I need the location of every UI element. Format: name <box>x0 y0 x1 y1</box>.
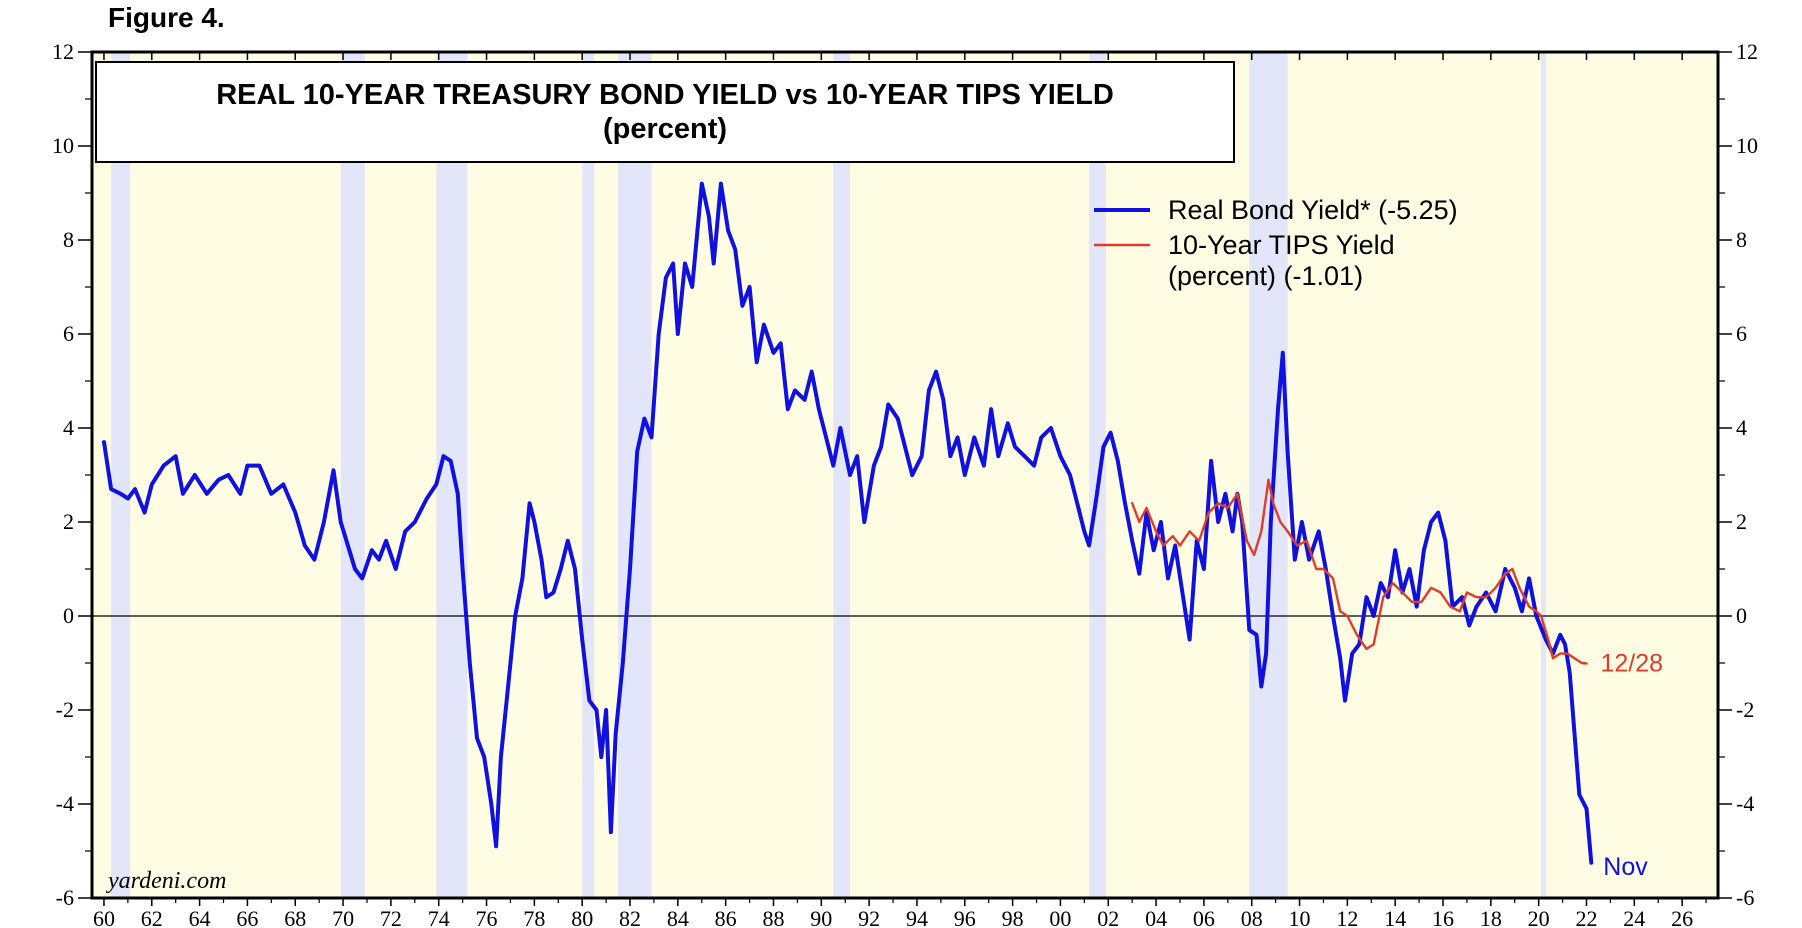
legend-label-tips-yield-line2: (percent) (-1.01) <box>1168 261 1363 291</box>
x-tick-label: 20 <box>1528 906 1550 928</box>
recession-band-7 <box>1249 52 1288 898</box>
y-tick-label-left: 10 <box>52 133 74 158</box>
y-tick-label-right: 2 <box>1736 509 1747 534</box>
recession-shading <box>111 52 1546 898</box>
x-tick-label: 16 <box>1432 906 1454 928</box>
x-tick-label: 72 <box>380 906 402 928</box>
y-tick-label-left: 4 <box>63 415 74 440</box>
x-tick-label: 96 <box>954 906 976 928</box>
x-tick-label: 92 <box>858 906 880 928</box>
x-tick-label: 12 <box>1336 906 1358 928</box>
y-tick-label-left: 0 <box>63 603 74 628</box>
x-tick-label: 00 <box>1049 906 1071 928</box>
x-tick-label: 68 <box>284 906 306 928</box>
recession-band-1 <box>340 52 365 898</box>
y-tick-label-right: -2 <box>1736 697 1754 722</box>
x-tick-label: 02 <box>1097 906 1119 928</box>
recession-band-6 <box>1089 52 1106 898</box>
y-tick-label-left: 2 <box>63 509 74 534</box>
x-tick-label: 18 <box>1480 906 1502 928</box>
y-tick-label-right: 0 <box>1736 603 1747 628</box>
x-tick-label: 04 <box>1145 906 1167 928</box>
x-tick-label: 88 <box>762 906 784 928</box>
x-tick-label: 26 <box>1671 906 1693 928</box>
y-tick-label-left: 6 <box>63 321 74 346</box>
plot-frame <box>90 50 1720 900</box>
y-tick-label-right: 6 <box>1736 321 1747 346</box>
title-box: REAL 10-YEAR TREASURY BOND YIELD vs 10-Y… <box>95 61 1235 163</box>
series-line-real-bond-yield <box>102 181 1594 865</box>
x-tick-label: 70 <box>332 906 354 928</box>
x-tick-label: 10 <box>1289 906 1311 928</box>
x-tick-label: 86 <box>715 906 737 928</box>
chart-title: REAL 10-YEAR TREASURY BOND YIELD vs 10-Y… <box>216 79 1114 111</box>
x-tick-label: 08 <box>1241 906 1263 928</box>
end-label-real-bond-yield: Nov <box>1603 853 1648 881</box>
legend: Real Bond Yield* (-5.25) 10-Year TIPS Yi… <box>1094 195 1458 291</box>
end-label-tips-yield: 12/28 <box>1600 649 1663 677</box>
y-tick-label-right: 12 <box>1736 39 1758 64</box>
figure-label: Figure 4. <box>108 2 225 33</box>
x-tick-label: 94 <box>906 906 928 928</box>
x-tick-label: 76 <box>476 906 498 928</box>
y-tick-label-right: -4 <box>1736 791 1754 816</box>
x-tick-label: 66 <box>236 906 258 928</box>
recession-band-5 <box>833 52 851 898</box>
x-tick-label: 14 <box>1384 906 1406 928</box>
x-tick-label: 60 <box>93 906 115 928</box>
recession-band-3 <box>582 52 595 898</box>
recession-band-8 <box>1541 52 1546 898</box>
x-tick-label: 64 <box>189 906 211 928</box>
y-tick-label-right: 8 <box>1736 227 1747 252</box>
x-tick-label: 98 <box>1002 906 1024 928</box>
y-tick-label-right: 10 <box>1736 133 1758 158</box>
chart-subtitle: (percent) <box>603 113 727 145</box>
series-line-tips-yield <box>1131 478 1588 665</box>
series-layer <box>102 181 1594 865</box>
legend-label-real-bond-yield: Real Bond Yield* (-5.25) <box>1168 195 1458 225</box>
x-tick-label: 06 <box>1193 906 1215 928</box>
y-tick-label-left: 12 <box>52 39 74 64</box>
x-tick-label: 82 <box>619 906 641 928</box>
y-tick-label-left: -6 <box>56 885 74 910</box>
y-tick-label-left: -4 <box>56 791 74 816</box>
legend-label-tips-yield: 10-Year TIPS Yield (percent) (-1.01) <box>1168 230 1402 291</box>
x-tick-label: 24 <box>1623 906 1645 928</box>
y-tick-label-right: -6 <box>1736 885 1754 910</box>
y-tick-label-right: 4 <box>1736 415 1747 440</box>
x-tick-label: 74 <box>428 906 450 928</box>
y-tick-label-left: 8 <box>63 227 74 252</box>
x-tick-label: 62 <box>141 906 163 928</box>
x-tick-label: 22 <box>1575 906 1597 928</box>
x-tick-label: 80 <box>571 906 593 928</box>
x-tick-label: 90 <box>810 906 832 928</box>
legend-label-tips-yield-line1: 10-Year TIPS Yield <box>1168 230 1395 260</box>
recession-band-0 <box>111 52 131 898</box>
x-tick-label: 84 <box>667 906 689 928</box>
x-tick-label: 78 <box>523 906 545 928</box>
source-credit: yardeni.com <box>106 868 226 894</box>
y-tick-label-left: -2 <box>56 697 74 722</box>
